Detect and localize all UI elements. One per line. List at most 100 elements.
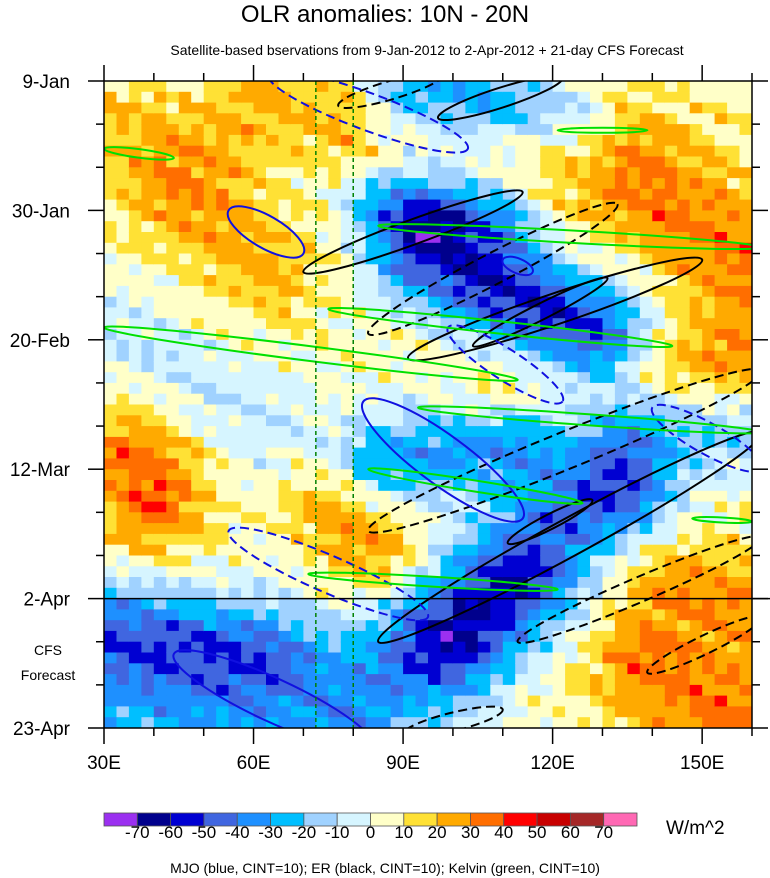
heatmap-cell (627, 167, 641, 179)
heatmap-cell (490, 167, 504, 179)
heatmap-cell (490, 695, 504, 707)
heatmap-cell (328, 329, 342, 341)
heatmap-cell (552, 188, 566, 201)
heatmap-cell (141, 663, 155, 675)
heatmap-cell (191, 630, 205, 643)
heatmap-cell (403, 717, 417, 728)
heatmap-cell (702, 339, 716, 352)
heatmap-cell (652, 577, 666, 589)
heatmap-cell (428, 501, 442, 513)
heatmap-cell (627, 275, 641, 287)
heatmap-cell (278, 706, 292, 718)
heatmap-cell (677, 393, 691, 406)
heatmap-cell (128, 275, 142, 287)
heatmap-cell (452, 663, 466, 675)
heatmap-cell (353, 555, 367, 567)
heatmap-cell (689, 232, 703, 244)
heatmap-cell (565, 296, 579, 309)
heatmap-cell (228, 717, 242, 728)
heatmap-cell (515, 134, 529, 147)
heatmap-cell (278, 145, 292, 158)
heatmap-cell (340, 490, 354, 503)
heatmap-cell (191, 555, 205, 567)
heatmap-cell (340, 167, 354, 179)
heatmap-cell (677, 178, 691, 190)
heatmap-cell (253, 555, 267, 567)
heatmap-cell (428, 242, 442, 255)
heatmap-cell (527, 695, 541, 707)
heatmap-cell (328, 458, 342, 470)
heatmap-cell (727, 199, 741, 211)
heatmap-cell (390, 436, 404, 449)
heatmap-cell (228, 318, 242, 330)
heatmap-cell (540, 275, 554, 287)
heatmap-cell (702, 232, 716, 244)
heatmap-cell (353, 232, 367, 244)
heatmap-cell (627, 318, 641, 330)
heatmap-cell (428, 393, 442, 406)
heatmap-cell (216, 512, 230, 524)
heatmap-cell (702, 609, 716, 621)
heatmap-cell (203, 426, 217, 438)
heatmap-cell (440, 447, 454, 459)
heatmap-cell (403, 167, 417, 179)
heatmap-cell (627, 630, 641, 643)
heatmap-cell (565, 264, 579, 276)
heatmap-cell (128, 566, 142, 578)
heatmap-cell (203, 156, 217, 168)
colorbar-unit: W/m^2 (666, 818, 725, 839)
heatmap-cell (303, 167, 317, 179)
heatmap-cell (702, 221, 716, 233)
heatmap-cell (652, 307, 666, 319)
heatmap-cell (353, 706, 367, 718)
heatmap-cell (191, 544, 205, 557)
heatmap-cell (465, 156, 479, 168)
heatmap-cell (540, 113, 554, 125)
heatmap-cell (378, 156, 392, 168)
heatmap-cell (278, 167, 292, 179)
heatmap-cell (378, 415, 392, 427)
heatmap-cell (141, 458, 155, 470)
heatmap-cell (378, 426, 392, 438)
heatmap-cell (153, 167, 167, 179)
heatmap-cell (378, 447, 392, 459)
heatmap-cell (515, 102, 529, 114)
heatmap-cell (315, 523, 329, 535)
heatmap-cell (440, 221, 454, 233)
heatmap-cell (178, 706, 192, 718)
heatmap-cell (614, 167, 628, 179)
heatmap-cell (203, 285, 217, 298)
heatmap-cell (565, 652, 579, 664)
heatmap-cell (627, 145, 641, 158)
heatmap-cell (228, 598, 242, 610)
heatmap-cell (390, 458, 404, 470)
heatmap-cell (191, 512, 205, 524)
heatmap-cell (702, 329, 716, 341)
heatmap-cell (452, 232, 466, 244)
heatmap-cell (278, 577, 292, 589)
heatmap-cell (253, 264, 267, 276)
heatmap-cell (278, 717, 292, 728)
heatmap-cell (104, 706, 118, 718)
heatmap-cell (278, 436, 292, 449)
heatmap-cell (403, 577, 417, 589)
heatmap-cell (602, 566, 616, 578)
heatmap-cell (677, 81, 691, 93)
heatmap-cell (540, 145, 554, 158)
heatmap-cell (727, 178, 741, 190)
heatmap-cell (739, 501, 752, 513)
heatmap-cell (527, 641, 541, 654)
heatmap-cell (104, 447, 118, 459)
heatmap-cell (303, 663, 317, 675)
heatmap-cell (714, 372, 728, 384)
heatmap-cell (353, 178, 367, 190)
heatmap-cell (116, 415, 130, 427)
heatmap-cell (253, 188, 267, 201)
heatmap-cell (266, 458, 280, 470)
heatmap-cell (216, 695, 230, 707)
heatmap-cell (627, 717, 641, 728)
heatmap-cell (278, 544, 292, 557)
heatmap-cell (415, 134, 429, 147)
heatmap-cell (602, 307, 616, 319)
heatmap-cell (116, 329, 130, 341)
